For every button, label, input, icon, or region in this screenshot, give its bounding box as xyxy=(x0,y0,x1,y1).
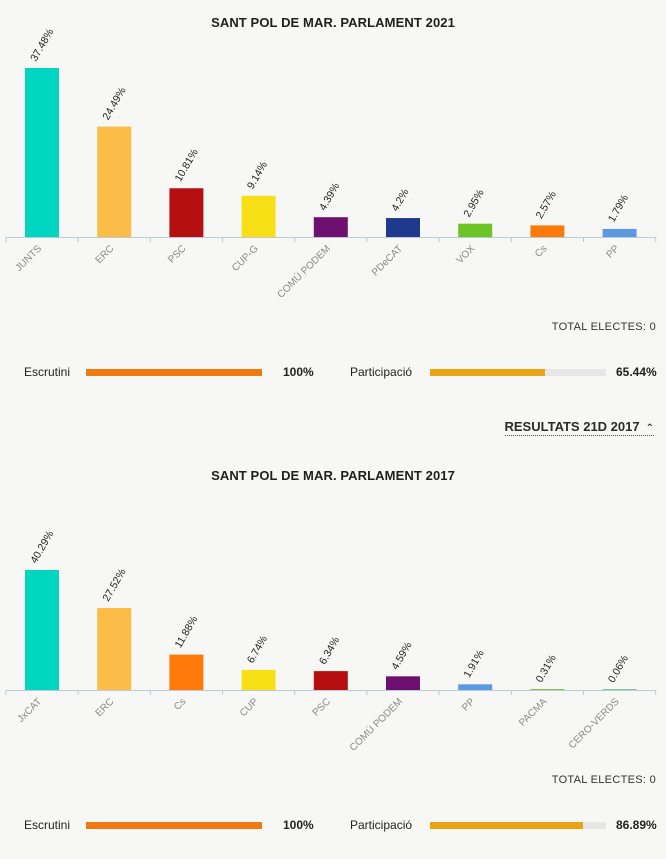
bar-value-label: 2.57% xyxy=(534,189,559,221)
bar-pdecat xyxy=(386,218,420,237)
category-label: VOX xyxy=(455,243,478,266)
category-label: ERC xyxy=(94,696,117,719)
category-label: Cs xyxy=(533,243,549,259)
bar-value-label: 1.91% xyxy=(461,648,486,680)
bar-cup xyxy=(241,669,276,690)
total-electes-2017: TOTAL ELECTES: 0 xyxy=(551,774,656,786)
escrutini-bar xyxy=(86,822,262,829)
participacio-bar xyxy=(430,369,606,376)
bar-value-label: 4.39% xyxy=(317,181,342,213)
bar-chart-2021: 37.48% JUNTS 24.49% ERC 10.81% PSC 9.14% CUP-G 4… xyxy=(5,27,657,301)
bar-value-label: 37.48% xyxy=(28,27,56,64)
category-label: PDeCAT xyxy=(370,243,405,278)
resultats-2017-toggle[interactable]: RESULTATS 21D 2017 ⌃ xyxy=(504,419,654,436)
chart-title-2021: SANT POL DE MAR. PARLAMENT 2021 xyxy=(211,15,455,30)
chevron-up-icon: ⌃ xyxy=(645,423,654,434)
category-label: PACMA xyxy=(517,696,550,729)
bar-pp xyxy=(602,228,637,237)
escrutini-label: Escrutini xyxy=(24,818,71,832)
bar-value-label: 6.34% xyxy=(317,635,342,667)
category-label: PP xyxy=(605,243,622,260)
bar-junts xyxy=(25,68,59,237)
bar-value-label: 10.81% xyxy=(173,147,201,184)
escrutini-label: Escrutini xyxy=(24,365,71,379)
bar-value-label: 6.74% xyxy=(245,634,270,666)
category-label: PSC xyxy=(311,696,333,718)
category-label: ERC xyxy=(94,243,117,266)
bar-value-label: 27.52% xyxy=(100,567,128,604)
participacio-fill xyxy=(430,822,583,829)
escrutini-fill xyxy=(86,369,262,376)
bar-chart-2017: 40.29% JxCAT 27.52% ERC 11.88% Cs 6.74% CUP 6.34… xyxy=(5,529,657,754)
participacio-bar xyxy=(430,822,606,829)
bar-erc xyxy=(97,608,132,690)
participacio-label: Participació xyxy=(350,818,413,832)
category-label: CUP-G xyxy=(230,243,261,274)
bar-psc xyxy=(313,671,348,690)
category-label: JxCAT xyxy=(16,696,44,724)
bar-value-label: 4.2% xyxy=(389,187,411,214)
toggle-label: RESULTATS 21D 2017 xyxy=(504,419,640,434)
bar-cup-g xyxy=(241,195,276,237)
bar-value-label: 2.95% xyxy=(461,187,486,219)
escrutini-value: 100% xyxy=(283,365,314,379)
bar-vox xyxy=(458,223,493,237)
bar-value-label: 0.06% xyxy=(606,653,631,685)
bar-erc xyxy=(97,126,132,237)
bar-value-label: 0.31% xyxy=(534,653,559,685)
meters-2017: Escrutini 100% Participació 86.89% xyxy=(0,815,666,835)
category-label: Cs xyxy=(172,696,188,712)
bar-pacma xyxy=(530,689,565,690)
participacio-fill xyxy=(430,369,546,376)
escrutini-bar xyxy=(86,369,262,376)
total-electes-2021: TOTAL ELECTES: 0 xyxy=(551,321,656,333)
chart-title-2017: SANT POL DE MAR. PARLAMENT 2017 xyxy=(211,468,455,483)
bar-value-label: 24.49% xyxy=(100,85,128,122)
participacio-value: 86.89% xyxy=(616,818,657,832)
category-label: COMÚ PODEM xyxy=(346,695,405,754)
escrutini-fill xyxy=(86,822,262,829)
bar-value-label: 9.14% xyxy=(245,159,270,191)
bar-com-podem xyxy=(313,217,348,237)
bar-value-label: 11.88% xyxy=(173,614,201,650)
bar-jxcat xyxy=(25,570,59,690)
bar-value-label: 4.59% xyxy=(389,640,414,672)
participacio-label: Participació xyxy=(350,365,413,379)
bar-pp xyxy=(458,684,493,690)
category-label: COMÚ PODEM xyxy=(274,242,333,301)
bar-value-label: 40.29% xyxy=(28,529,56,566)
bar-com-podem xyxy=(386,676,420,690)
bar-value-label: 1.79% xyxy=(606,193,631,225)
escrutini-value: 100% xyxy=(283,818,314,832)
bar-psc xyxy=(169,188,204,237)
meters-2021: Escrutini 100% Participació 65.44% xyxy=(0,362,666,382)
category-label: PSC xyxy=(166,243,188,265)
category-label: JUNTS xyxy=(14,243,45,274)
bar-cs xyxy=(169,654,204,690)
bar-cero-verds xyxy=(602,689,637,690)
participacio-value: 65.44% xyxy=(616,365,657,379)
category-label: CERO-VERDS xyxy=(567,696,622,751)
category-label: CUP xyxy=(238,696,261,719)
category-label: PP xyxy=(460,696,477,713)
bar-cs xyxy=(530,225,565,237)
